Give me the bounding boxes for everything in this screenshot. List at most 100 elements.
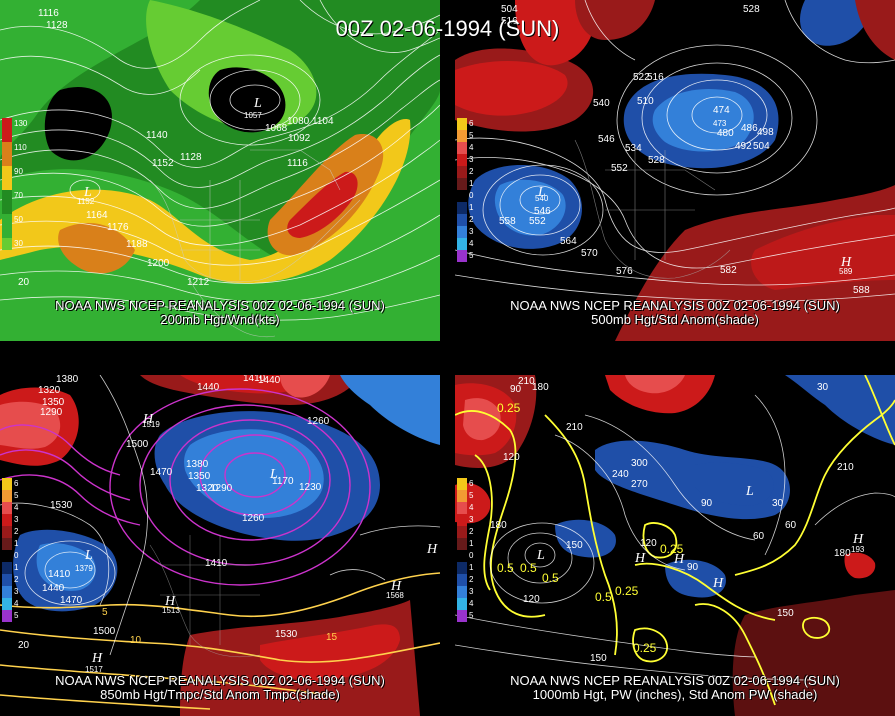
panel-200mb-caption-field: 200mb Hgt/Wnd(kts) <box>160 312 280 327</box>
svg-text:473: 473 <box>713 119 727 128</box>
panel-850mb: 1380 1440 1410 1440 1320 1350 1500 1290 … <box>0 375 440 716</box>
svg-text:1152: 1152 <box>77 197 95 206</box>
svg-text:1410: 1410 <box>243 375 266 384</box>
svg-text:180: 180 <box>490 520 507 531</box>
svg-text:180: 180 <box>834 548 851 559</box>
svg-text:1128: 1128 <box>46 20 68 31</box>
panel-1000mb-pw-caption-source: NOAA NWS NCEP REANALYSIS 00Z 02-06-1994 … <box>510 673 840 688</box>
svg-text:498: 498 <box>757 127 774 138</box>
svg-text:0.5: 0.5 <box>520 561 537 575</box>
svg-text:300: 300 <box>631 458 648 469</box>
svg-text:528: 528 <box>648 155 665 166</box>
svg-text:570: 570 <box>581 248 598 259</box>
svg-text:1230: 1230 <box>299 482 322 493</box>
panel-850mb-map: 1380 1440 1410 1440 1320 1350 1500 1290 … <box>0 375 440 716</box>
svg-text:1530: 1530 <box>275 629 298 640</box>
panel-500mb-map: 504 516 528 522 516 510 540 474 473 486 … <box>455 0 895 341</box>
svg-text:H: H <box>840 255 852 270</box>
svg-text:1470: 1470 <box>60 595 83 606</box>
svg-text:60: 60 <box>785 520 797 531</box>
svg-text:1320: 1320 <box>196 483 219 494</box>
panel-200mb-legend: 130 110 90 70 50 30 <box>2 118 27 250</box>
svg-text:210: 210 <box>566 422 583 433</box>
svg-text:H: H <box>142 412 154 427</box>
svg-text:474: 474 <box>713 105 730 116</box>
svg-text:1519: 1519 <box>142 420 160 429</box>
panel-850mb-caption-field: 850mb Hgt/Tmpc/Std Anom Tmpc(shade) <box>100 687 340 702</box>
svg-text:L: L <box>83 185 92 200</box>
svg-text:1500: 1500 <box>126 439 149 450</box>
svg-text:H: H <box>390 579 402 594</box>
svg-text:240: 240 <box>612 469 629 480</box>
svg-text:1176: 1176 <box>107 222 129 233</box>
svg-text:1068: 1068 <box>265 123 288 134</box>
panel-500mb-legend: 6 5 4 3 2 1 0 1 2 3 4 5 <box>457 118 473 262</box>
svg-text:1140: 1140 <box>146 130 168 141</box>
svg-text:1128: 1128 <box>180 152 202 163</box>
svg-text:1440: 1440 <box>197 382 220 393</box>
svg-text:120: 120 <box>503 452 520 463</box>
panel-200mb: 1116 1128 1057 1080 1104 1068 1092 1140 … <box>0 0 440 341</box>
svg-text:5: 5 <box>102 607 108 618</box>
svg-text:193: 193 <box>851 545 865 554</box>
panel-500mb-caption-source: NOAA NWS NCEP REANALYSIS 00Z 02-06-1994 … <box>510 298 840 313</box>
svg-text:492: 492 <box>735 141 752 152</box>
svg-text:1212: 1212 <box>187 277 210 288</box>
svg-text:558: 558 <box>499 216 516 227</box>
svg-text:L: L <box>745 484 754 499</box>
svg-text:552: 552 <box>529 216 546 227</box>
svg-text:0.25: 0.25 <box>633 641 657 655</box>
svg-text:H: H <box>164 594 176 609</box>
svg-text:210: 210 <box>518 376 535 387</box>
svg-text:504: 504 <box>501 4 518 15</box>
svg-text:15: 15 <box>326 632 338 643</box>
svg-text:552: 552 <box>611 163 628 174</box>
svg-text:564: 564 <box>560 236 577 247</box>
svg-text:1152: 1152 <box>152 158 174 169</box>
svg-text:516: 516 <box>647 72 664 83</box>
svg-text:L: L <box>253 96 262 111</box>
svg-text:H: H <box>426 542 438 557</box>
svg-text:90: 90 <box>510 384 522 395</box>
svg-text:1290: 1290 <box>40 407 63 418</box>
svg-text:10: 10 <box>130 635 142 646</box>
svg-text:120: 120 <box>640 538 657 549</box>
svg-text:H: H <box>852 532 864 547</box>
svg-text:589: 589 <box>839 267 853 276</box>
svg-text:180: 180 <box>532 382 549 393</box>
svg-text:1116: 1116 <box>38 8 59 19</box>
svg-text:0.25: 0.25 <box>615 584 639 598</box>
svg-text:L: L <box>536 548 545 563</box>
svg-text:H: H <box>712 576 724 591</box>
svg-text:H: H <box>91 651 103 666</box>
svg-text:90: 90 <box>701 498 713 509</box>
svg-text:H: H <box>634 551 646 566</box>
svg-text:1379: 1379 <box>75 564 93 573</box>
svg-text:1350: 1350 <box>188 471 211 482</box>
svg-text:1470: 1470 <box>150 467 173 478</box>
svg-text:1170: 1170 <box>272 476 294 487</box>
svg-text:0.5: 0.5 <box>595 590 612 604</box>
svg-text:L: L <box>84 548 93 563</box>
svg-text:480: 480 <box>717 128 734 139</box>
svg-text:528: 528 <box>743 4 760 15</box>
panel-1000mb-pw: 210 180 90 0.25 210 120 300 240 270 90 3… <box>455 375 895 716</box>
svg-text:120: 120 <box>523 594 540 605</box>
svg-text:30: 30 <box>772 498 784 509</box>
svg-text:30: 30 <box>817 382 829 393</box>
svg-text:1513: 1513 <box>162 606 180 615</box>
panel-1000mb-pw-legend: 6 5 4 3 2 1 0 1 2 3 4 5 <box>457 478 473 622</box>
svg-text:534: 534 <box>625 143 642 154</box>
svg-text:0.25: 0.25 <box>660 542 684 556</box>
svg-text:1380: 1380 <box>186 459 209 470</box>
svg-text:576: 576 <box>616 266 633 277</box>
svg-text:1260: 1260 <box>242 513 265 524</box>
svg-text:L: L <box>269 467 278 482</box>
panel-200mb-map: 1116 1128 1057 1080 1104 1068 1092 1140 … <box>0 0 440 341</box>
svg-text:270: 270 <box>631 479 648 490</box>
panel-1000mb-pw-map: 210 180 90 0.25 210 120 300 240 270 90 3… <box>455 375 895 716</box>
svg-text:516: 516 <box>501 16 518 27</box>
svg-text:20: 20 <box>18 277 30 288</box>
svg-text:588: 588 <box>853 285 870 296</box>
svg-text:H: H <box>673 552 685 567</box>
